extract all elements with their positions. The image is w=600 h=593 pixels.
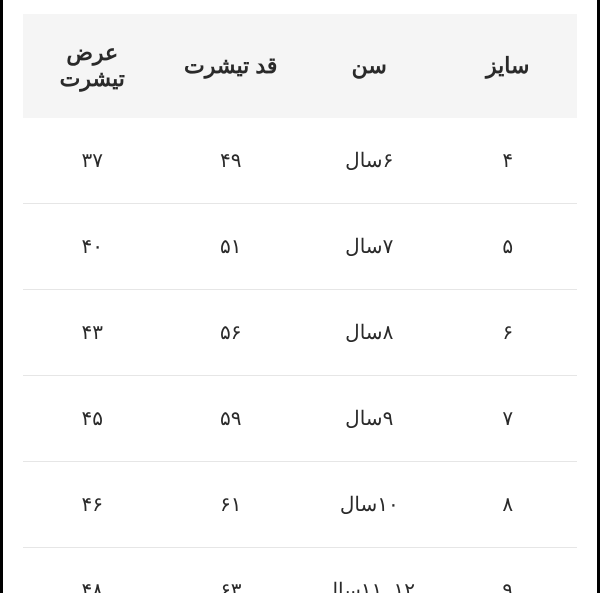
column-header-age: سن (300, 14, 439, 118)
cell-width: ۴۸ (23, 548, 162, 593)
cell-width: ۴۶ (23, 462, 162, 548)
size-table: سایز سن قد تیشرت عرض تیشرت ۴ ۶سال ۴۹ ۳۷ … (23, 14, 577, 593)
cell-size: ۴ (439, 118, 578, 204)
column-header-height: قد تیشرت (162, 14, 301, 118)
cell-size: ۵ (439, 204, 578, 290)
cell-width: ۴۳ (23, 290, 162, 376)
cell-height: ۶۱ (162, 462, 301, 548)
cell-height: ۵۹ (162, 376, 301, 462)
cell-size: ۷ (439, 376, 578, 462)
table-row: ۷ ۹سال ۵۹ ۴۵ (23, 376, 577, 462)
cell-width: ۳۷ (23, 118, 162, 204)
table-frame: سایز سن قد تیشرت عرض تیشرت ۴ ۶سال ۴۹ ۳۷ … (0, 0, 600, 593)
column-header-size: سایز (439, 14, 578, 118)
cell-age: ۶سال (300, 118, 439, 204)
cell-size: ۸ (439, 462, 578, 548)
table-row: ۵ ۷سال ۵۱ ۴۰ (23, 204, 577, 290)
cell-age: ۸سال (300, 290, 439, 376)
cell-width: ۴۰ (23, 204, 162, 290)
table-header-row: سایز سن قد تیشرت عرض تیشرت (23, 14, 577, 118)
cell-age: ۷سال (300, 204, 439, 290)
cell-size: ۶ (439, 290, 578, 376)
table-row: ۹ ۱۲_۱۱سال ۶۳ ۴۸ (23, 548, 577, 593)
table-row: ۴ ۶سال ۴۹ ۳۷ (23, 118, 577, 204)
cell-age: ۱۲_۱۱سال (300, 548, 439, 593)
table-row: ۶ ۸سال ۵۶ ۴۳ (23, 290, 577, 376)
cell-width: ۴۵ (23, 376, 162, 462)
cell-height: ۴۹ (162, 118, 301, 204)
cell-height: ۵۶ (162, 290, 301, 376)
cell-age: ۱۰سال (300, 462, 439, 548)
cell-age: ۹سال (300, 376, 439, 462)
column-header-width: عرض تیشرت (23, 14, 162, 118)
table-row: ۸ ۱۰سال ۶۱ ۴۶ (23, 462, 577, 548)
cell-height: ۶۳ (162, 548, 301, 593)
cell-size: ۹ (439, 548, 578, 593)
cell-height: ۵۱ (162, 204, 301, 290)
